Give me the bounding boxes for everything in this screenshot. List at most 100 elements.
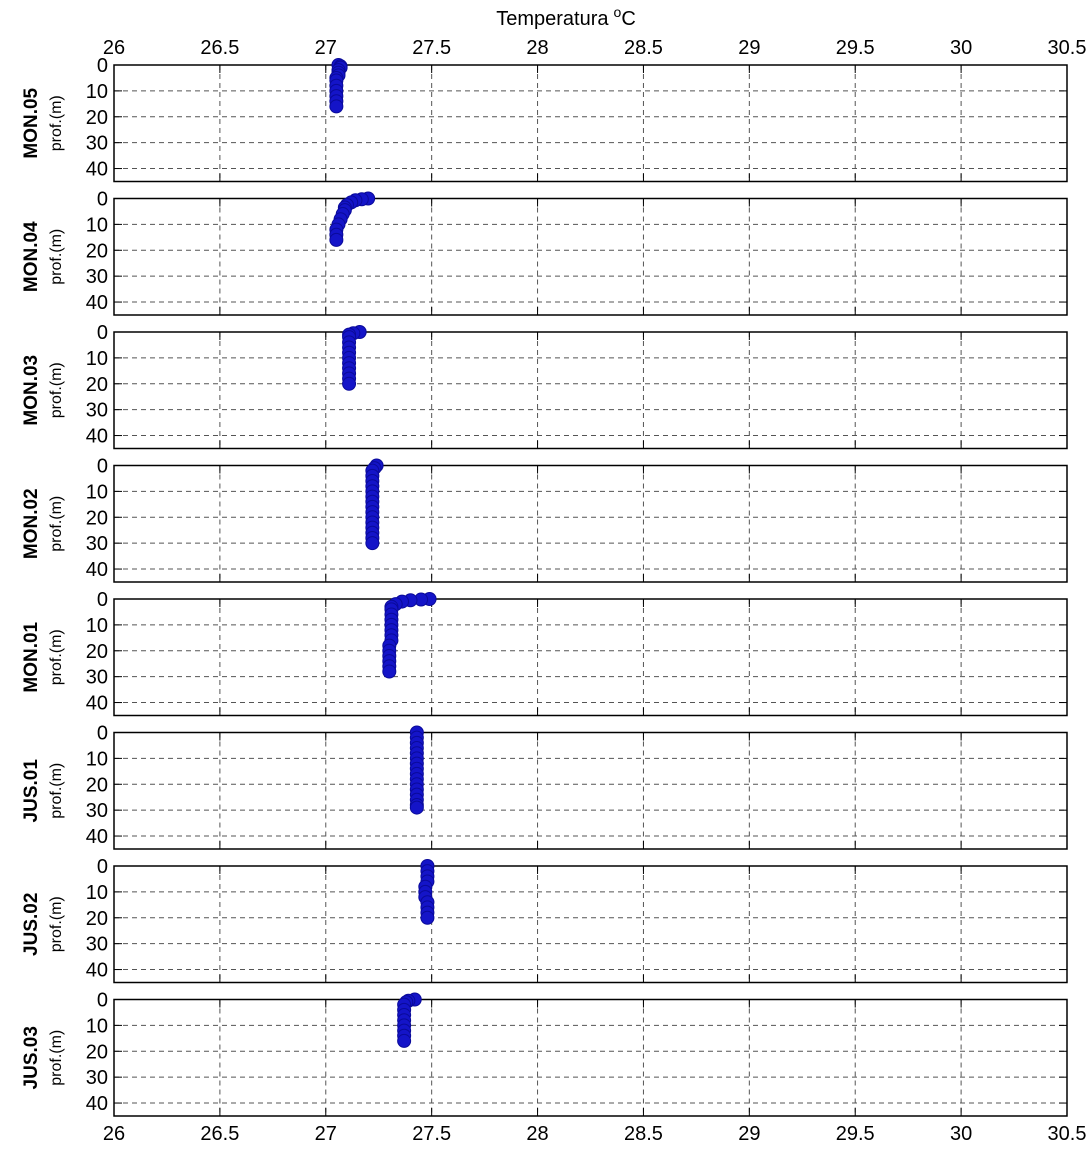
x-tick-label-bottom: 30.5 [1048,1123,1087,1145]
y-tick-label: 30 [86,667,108,689]
x-tick-label-top: 29.5 [836,37,875,59]
data-point [365,536,380,551]
data-point [342,376,357,391]
x-axis-title-text: Temperatura [496,8,609,30]
y-tick-label: 0 [97,322,108,344]
y-tick-label: 10 [86,348,108,370]
x-tick-label-bottom: 27.5 [412,1123,451,1145]
station-panel: 0 10 20 30 40 MON.03 prof.(m) [21,322,1068,450]
station-label: JUS.01 [21,759,42,823]
x-tick-label-bottom: 28.5 [624,1123,663,1145]
station-label: JUS.03 [21,1026,42,1089]
y-axis-label: prof.(m) [48,763,65,819]
x-tick-label-top: 28 [526,37,548,59]
x-tick-label-bottom: 27 [315,1123,337,1145]
y-axis-label: prof.(m) [48,1030,65,1086]
y-tick-label: 30 [86,533,108,555]
bottom-x-tick-labels: 26 26.5 27 27.5 28 28.5 29 29.5 30 30.5 [103,1123,1087,1145]
x-axis-title-degree: o [614,4,622,20]
top-x-tick-labels: 26 26.5 27 27.5 28 28.5 29 29.5 30 30.5 [103,37,1087,59]
y-tick-label: 10 [86,1015,108,1037]
y-tick-label: 30 [86,934,108,956]
y-tick-label: 30 [86,800,108,822]
station-label: MON.05 [21,87,42,158]
station-panel: 0 10 20 30 40 JUS.02 prof.(m) [21,856,1068,984]
y-tick-label: 20 [86,1041,108,1063]
y-tick-label: 40 [86,559,108,581]
axes-box [113,598,1068,717]
y-tick-label: 20 [86,507,108,529]
station-panel: 0 10 20 30 40 MON.04 prof.(m) [21,189,1068,316]
x-tick-label-bottom: 26 [103,1123,125,1145]
y-tick-label: 40 [86,693,108,715]
x-tick-label-top: 27 [315,37,337,59]
y-tick-label: 20 [86,374,108,396]
station-label: MON.04 [21,221,42,292]
station-label: MON.03 [21,355,42,426]
y-tick-label: 30 [86,133,108,155]
axes-box [113,998,1068,1117]
y-axis-label: prof.(m) [48,95,65,151]
y-tick-label: 0 [97,55,108,77]
y-tick-label: 0 [97,856,108,878]
y-tick-label: 40 [86,426,108,448]
y-tick-label: 10 [86,748,108,770]
y-tick-label: 30 [86,1067,108,1089]
y-tick-label: 10 [86,214,108,236]
y-tick-label: 10 [86,481,108,503]
y-tick-label: 20 [86,641,108,663]
station-label: JUS.02 [21,893,42,956]
y-tick-label: 30 [86,266,108,288]
x-tick-label-bottom: 28 [526,1123,548,1145]
x-axis-title-unit: C [621,8,635,30]
y-axis-label: prof.(m) [48,362,65,418]
y-tick-label: 40 [86,159,108,181]
x-tick-label-top: 28.5 [624,37,663,59]
y-tick-label: 10 [86,615,108,637]
y-axis-label: prof.(m) [48,896,65,952]
y-tick-label: 30 [86,400,108,422]
axes-box [113,865,1068,984]
station-label: MON.02 [21,488,42,559]
y-tick-label: 0 [97,589,108,611]
x-tick-label-top: 27.5 [412,37,451,59]
y-axis-label: prof.(m) [48,496,65,552]
station-panels: 0 10 20 30 40 MON.05 prof.(m) 0 10 20 30 40 MON.04 pr… [21,55,1068,1117]
x-tick-label-top: 26 [103,37,125,59]
station-label: MON.01 [21,621,42,692]
station-panel: 0 10 20 30 40 MON.05 prof.(m) [21,55,1068,183]
y-axis-label: prof.(m) [48,229,65,285]
station-panel: 0 10 20 30 40 MON.01 prof.(m) [21,589,1068,717]
y-axis-label: prof.(m) [48,629,65,685]
data-point [420,910,435,925]
x-tick-label-bottom: 29 [738,1123,760,1145]
y-tick-label: 20 [86,774,108,796]
x-tick-label-bottom: 30 [950,1123,972,1145]
y-tick-label: 40 [86,292,108,314]
data-point [397,1033,412,1048]
y-tick-label: 0 [97,723,108,745]
y-tick-label: 20 [86,107,108,129]
y-tick-label: 0 [97,990,108,1012]
y-tick-label: 20 [86,908,108,930]
station-panel: 0 10 20 30 40 MON.02 prof.(m) [21,456,1068,583]
y-tick-label: 0 [97,189,108,211]
axes-box [113,197,1068,316]
data-point [329,232,344,247]
y-tick-label: 0 [97,456,108,478]
station-panel: 0 10 20 30 40 JUS.01 prof.(m) [21,723,1068,850]
x-tick-label-top: 30.5 [1048,37,1087,59]
x-tick-label-bottom: 26.5 [200,1123,239,1145]
y-tick-label: 40 [86,826,108,848]
data-point [409,800,424,815]
x-axis-title: Temperatura oC [496,4,636,30]
y-tick-label: 40 [86,960,108,982]
axes-box [113,64,1068,183]
data-point [382,664,397,679]
data-point [329,99,344,114]
station-panel: 0 10 20 30 40 JUS.03 prof.(m) [21,990,1068,1117]
axes-box [113,464,1068,583]
axes-box [113,731,1068,850]
axes-box [113,331,1068,450]
